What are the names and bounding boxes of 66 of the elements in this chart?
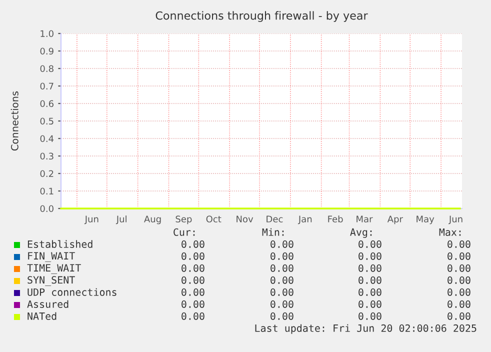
x-tick-label: Sep — [176, 216, 192, 224]
chart-title: Connections through firewall - by year — [156, 11, 368, 22]
text: 0.00 — [182, 288, 204, 296]
legend-label: TIME_WAIT — [27, 264, 81, 274]
legend-label: FIN_WAIT — [28, 252, 75, 262]
x-tick-label: Apr — [387, 216, 403, 224]
legend-label: UDP connections — [28, 288, 116, 296]
text: 0.00 — [358, 300, 382, 308]
text: 0.00 — [270, 240, 294, 248]
legend-label: NATed — [28, 312, 56, 320]
text: 0.00 — [270, 276, 294, 284]
y-tick-label: 0.8 — [40, 65, 54, 72]
x-tick-label: Jun — [448, 216, 462, 224]
y-tick-label: 0.9 — [40, 48, 54, 55]
text: 0.00 — [358, 264, 382, 272]
text: 0.00 — [270, 264, 294, 272]
text: Max: — [439, 228, 461, 236]
text: 0.00 — [358, 252, 382, 260]
text: 0.00 — [270, 288, 294, 296]
y-tick-label: 0.7 — [40, 82, 54, 90]
y-tick-label: 0.0 — [40, 205, 54, 212]
legend-label: Established — [28, 240, 92, 248]
y-tick-label: 0.1 — [40, 188, 54, 195]
text: 0.00 — [182, 300, 204, 308]
legend-label: SYN_SENT — [28, 276, 75, 286]
text: Avg: — [350, 228, 372, 238]
legend-label: Assured — [27, 300, 68, 308]
text: 0.00 — [448, 276, 470, 284]
text: 0.00 — [448, 300, 470, 308]
text: 0.00 — [358, 288, 382, 296]
text: 0.00 — [270, 252, 294, 260]
text: 0.00 — [182, 264, 204, 272]
y-tick-label: 0.4 — [40, 135, 54, 142]
y-tick-label: 0.2 — [40, 170, 54, 178]
x-tick-label: Aug — [144, 216, 161, 224]
text: 0.00 — [358, 240, 382, 248]
x-tick-label: Jan — [298, 216, 312, 224]
x-tick-label: Jul — [116, 215, 126, 224]
text: 0.00 — [182, 252, 204, 260]
text: 0.00 — [270, 300, 294, 308]
x-tick-label: Jun — [84, 216, 98, 224]
text: 0.00 — [358, 276, 382, 284]
text: Last update: Fri Jun 20 02:00:06 2025 — [255, 324, 476, 334]
text: 0.00 — [448, 312, 470, 320]
text: Cur: — [174, 228, 195, 236]
y-tick-label: 0.5 — [40, 118, 54, 125]
y-tick-label: 0.6 — [40, 100, 54, 108]
x-tick-label: Feb — [328, 215, 343, 222]
text: 0.00 — [182, 312, 204, 320]
text: 0.00 — [448, 252, 470, 260]
text: 0.00 — [182, 276, 204, 284]
text: Min: — [262, 228, 284, 236]
text: 0.00 — [182, 240, 204, 248]
x-tick-label: Dec — [266, 216, 283, 222]
text: 0.00 — [448, 264, 470, 272]
y-tick-label: 0.3 — [40, 152, 54, 160]
y-axis-title: Connections — [10, 91, 18, 150]
x-tick-label: Nov — [236, 216, 254, 222]
x-tick-label: Mar — [356, 216, 373, 222]
text: 0.00 — [448, 288, 470, 296]
x-tick-label: Oct — [206, 216, 222, 222]
text: 0.00 — [358, 312, 382, 320]
y-tick-label: 1.0 — [40, 30, 54, 38]
text: 0.00 — [448, 240, 470, 248]
x-tick-label: May — [416, 216, 434, 224]
text: 0.00 — [270, 312, 294, 320]
